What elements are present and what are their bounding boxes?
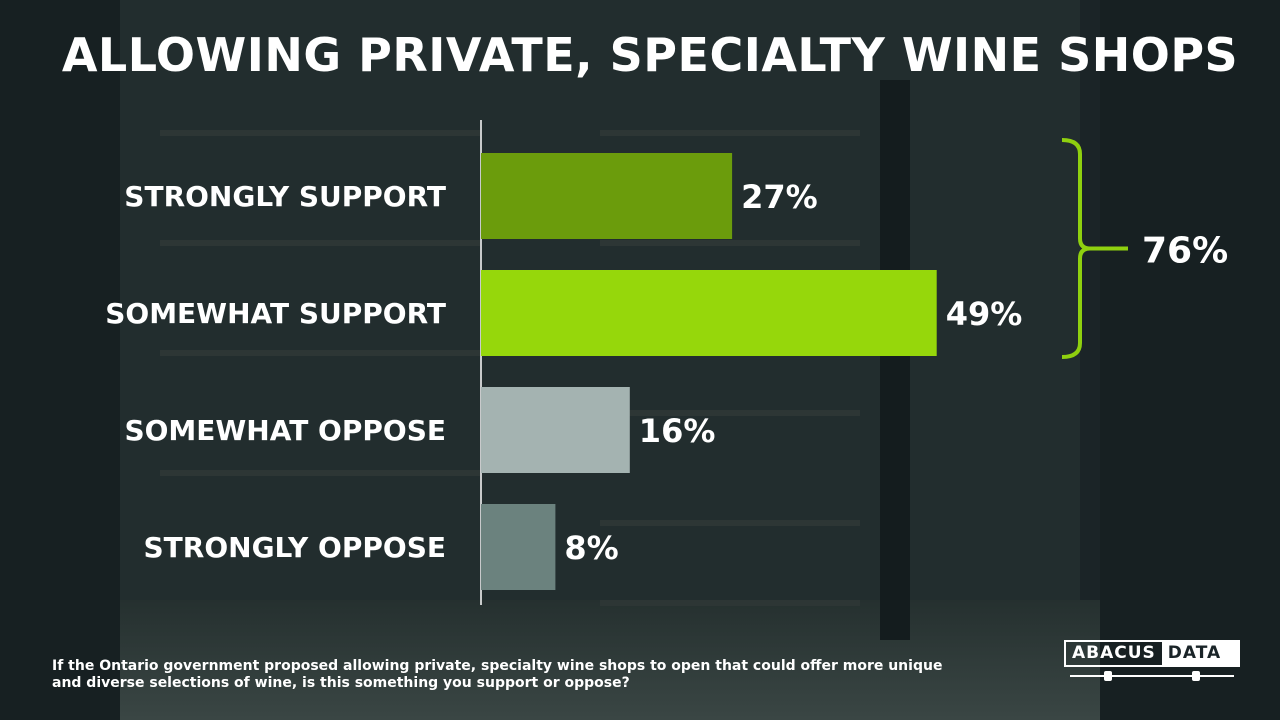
chart-title: ALLOWING PRIVATE, SPECIALTY WINE SHOPS (61, 28, 1239, 82)
logo-left-text: ABACUS (1072, 643, 1156, 663)
category-label: STRONGLY SUPPORT (124, 180, 446, 213)
bar-strongly-oppose (481, 504, 556, 590)
category-label: STRONGLY OPPOSE (144, 531, 447, 564)
category-label: SOMEWHAT SUPPORT (105, 297, 446, 330)
support-bracket (1061, 138, 1128, 359)
abacus-data-logo: ABACUS DATA (1064, 640, 1240, 681)
logo-right-text: DATA (1161, 642, 1238, 665)
category-label: SOMEWHAT OPPOSE (124, 414, 446, 447)
value-label: 27% (741, 178, 818, 216)
value-label: 8% (564, 529, 618, 567)
bracket-total-label: 76% (1142, 231, 1228, 272)
bar-somewhat-support (481, 270, 937, 356)
value-label: 16% (639, 412, 716, 450)
bar-somewhat-oppose (481, 387, 630, 473)
value-label: 49% (946, 295, 1023, 333)
survey-question: If the Ontario government proposed allow… (52, 658, 943, 691)
bar-strongly-support (481, 153, 733, 239)
